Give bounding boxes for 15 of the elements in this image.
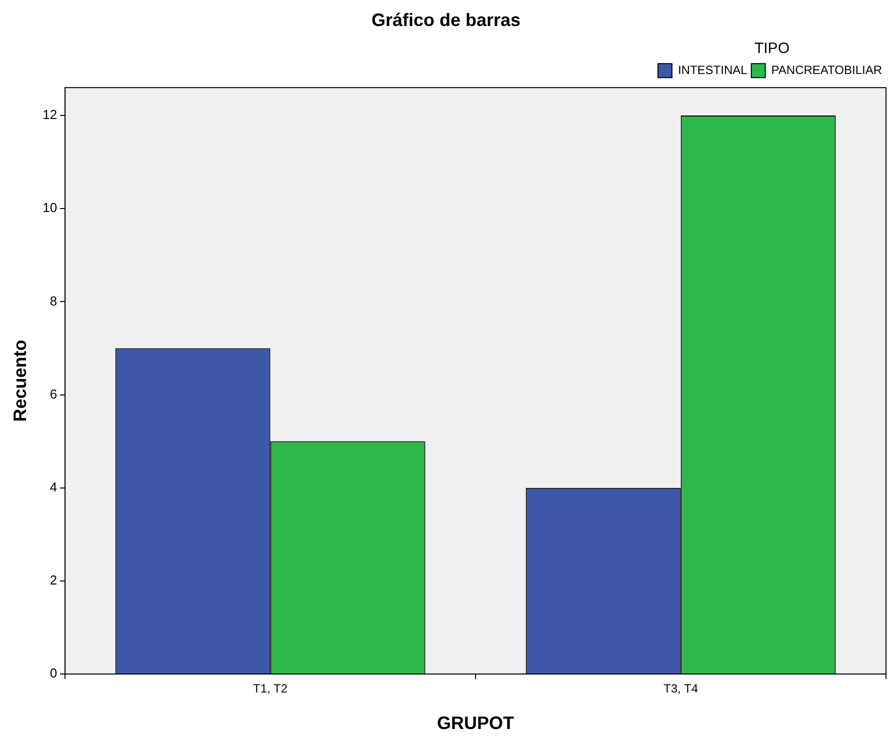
legend-title: TIPO (754, 40, 790, 58)
y-tick-label: 10 (42, 200, 58, 216)
y-tick-label: 6 (50, 386, 58, 402)
x-tick-label: T3, T4 (664, 682, 698, 696)
x-axis-title: GRUPOT (437, 713, 514, 734)
y-tick-label: 4 (50, 479, 58, 494)
y-axis-title: Recuento (10, 340, 30, 422)
y-tick-label: 12 (42, 107, 58, 122)
legend-label: PANCREATOBILIAR (771, 62, 882, 77)
legend-label: INTESTINAL (678, 62, 748, 77)
y-tick-label: 8 (50, 293, 58, 308)
y-tick-label: 2 (50, 572, 58, 588)
chart-title: Gráfico de barras (371, 10, 521, 30)
x-tick-label: T1, T2 (253, 682, 288, 696)
y-tick-label: 0 (50, 666, 58, 681)
